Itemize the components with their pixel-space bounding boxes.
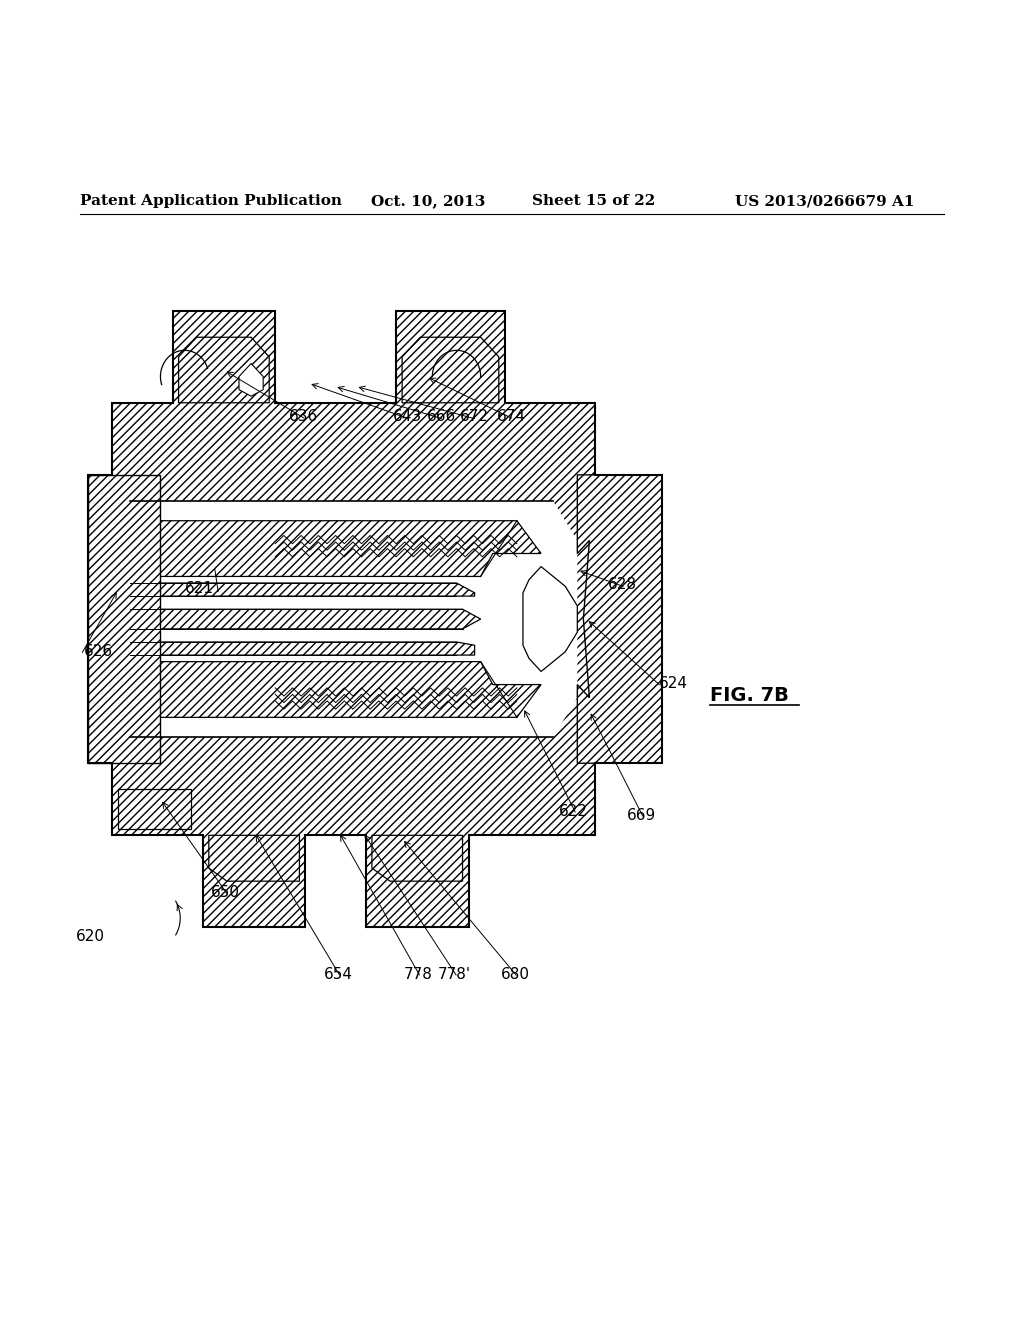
Text: 674: 674 (497, 409, 525, 424)
Polygon shape (209, 836, 299, 882)
Polygon shape (130, 661, 541, 717)
Polygon shape (130, 610, 480, 628)
Text: Oct. 10, 2013: Oct. 10, 2013 (371, 194, 485, 209)
Polygon shape (372, 836, 463, 882)
Text: 628: 628 (608, 577, 637, 591)
Text: 621: 621 (185, 581, 214, 595)
Text: 669: 669 (627, 808, 655, 824)
Text: 643: 643 (393, 409, 422, 424)
Text: FIG. 7B: FIG. 7B (710, 686, 788, 705)
Text: 680: 680 (501, 966, 529, 982)
Polygon shape (113, 502, 578, 737)
Text: Patent Application Publication: Patent Application Publication (80, 194, 342, 209)
Polygon shape (130, 583, 475, 597)
Text: 622: 622 (559, 804, 588, 818)
Text: 624: 624 (658, 676, 687, 692)
Text: US 2013/0266679 A1: US 2013/0266679 A1 (735, 194, 914, 209)
Text: 650: 650 (211, 884, 240, 900)
Polygon shape (88, 312, 662, 927)
Text: 626: 626 (84, 644, 113, 659)
Text: 778: 778 (403, 966, 432, 982)
Text: Sheet 15 of 22: Sheet 15 of 22 (532, 194, 655, 209)
Polygon shape (130, 520, 541, 577)
Polygon shape (130, 642, 475, 655)
Text: 620: 620 (76, 929, 104, 944)
Polygon shape (402, 337, 499, 403)
Text: 666: 666 (427, 409, 456, 424)
Polygon shape (523, 566, 578, 672)
Text: 636: 636 (289, 409, 317, 424)
Text: 654: 654 (324, 966, 352, 982)
Polygon shape (178, 337, 269, 403)
Polygon shape (88, 475, 161, 763)
Polygon shape (118, 789, 190, 829)
Text: 672: 672 (460, 409, 488, 424)
Polygon shape (578, 475, 662, 763)
Polygon shape (239, 363, 263, 396)
Text: 778': 778' (438, 966, 471, 982)
